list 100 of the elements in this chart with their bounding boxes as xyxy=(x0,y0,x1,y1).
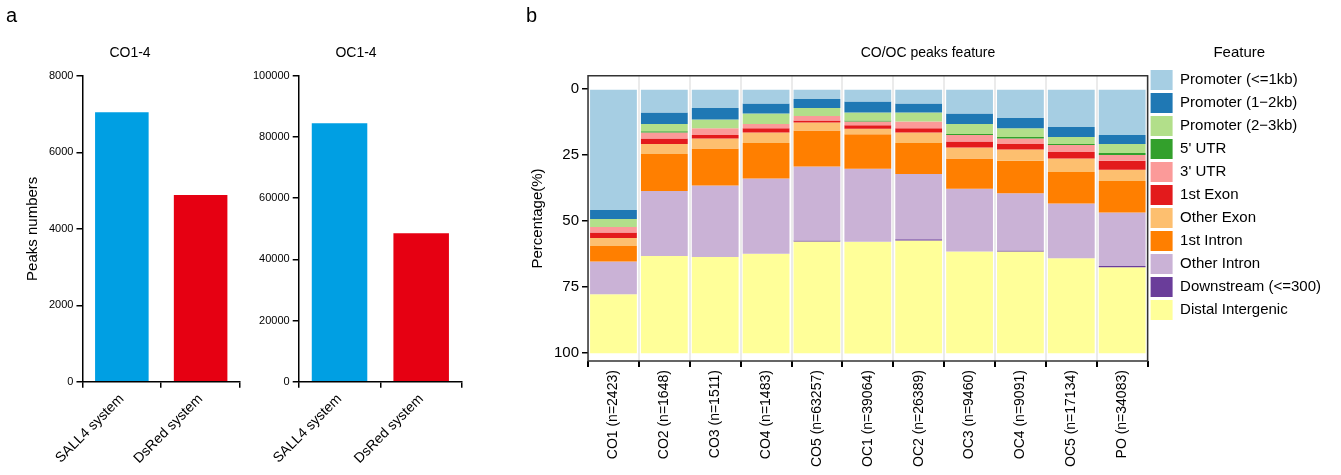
bar xyxy=(691,119,739,129)
bar xyxy=(640,143,688,154)
bar xyxy=(844,125,892,129)
bar xyxy=(895,128,943,133)
legend-label: 3' UTR xyxy=(1180,162,1227,180)
bar xyxy=(1098,152,1146,156)
bar xyxy=(844,134,892,169)
y-tick-label: 0 xyxy=(570,79,580,97)
y-tick-label: 75 xyxy=(562,277,580,295)
bar xyxy=(997,138,1044,144)
legend-label: 5' UTR xyxy=(1180,139,1227,157)
y-tick-label: 60000 xyxy=(259,191,290,204)
bar xyxy=(793,99,841,109)
bar xyxy=(844,241,892,354)
bar xyxy=(946,147,993,159)
bar xyxy=(997,251,1044,354)
x-tick-label: CO4 (n=1483) xyxy=(756,370,773,460)
legend-label: Other Intron xyxy=(1180,254,1261,272)
bar xyxy=(1047,137,1095,144)
bar xyxy=(946,188,993,252)
x-tick-label: OC2 (n=26389) xyxy=(909,370,926,468)
bar xyxy=(640,89,688,113)
bar xyxy=(1047,127,1095,138)
text: a xyxy=(6,4,18,27)
y-tick-label: 2000 xyxy=(48,298,74,311)
bar xyxy=(1047,151,1095,159)
bar xyxy=(793,108,841,116)
bar xyxy=(742,113,790,124)
bar xyxy=(742,103,790,114)
legend-label: Promoter (2−3kb) xyxy=(1180,116,1298,134)
bar xyxy=(640,255,688,354)
bar xyxy=(742,178,790,254)
bar xyxy=(844,168,892,242)
bar xyxy=(946,134,993,142)
x-tick-label: CO5 (n=63257) xyxy=(807,370,824,468)
bar xyxy=(997,149,1044,161)
legend-label: Distal Intergenic xyxy=(1180,300,1289,318)
y-axis-title: Peaks numbers xyxy=(23,176,41,281)
x-tick-label: PO (n=34083) xyxy=(1113,370,1130,459)
y-tick-label: 100 xyxy=(554,343,580,361)
y-tick-label: 8000 xyxy=(48,68,74,81)
bar xyxy=(793,166,841,241)
bar xyxy=(895,142,943,175)
bar xyxy=(1047,158,1095,172)
y-tick-label: 0 xyxy=(283,374,290,387)
bar xyxy=(1047,258,1095,354)
bar xyxy=(691,148,739,186)
bar xyxy=(793,120,841,123)
bar xyxy=(742,142,790,179)
bar xyxy=(1047,89,1095,128)
bar xyxy=(590,238,637,246)
x-tick-label: OC3 (n=9460) xyxy=(960,370,977,460)
y-tick-label: 0 xyxy=(67,374,74,387)
bar xyxy=(691,257,739,354)
bar xyxy=(895,240,943,354)
bar xyxy=(997,128,1044,138)
bar xyxy=(1098,169,1146,181)
bar xyxy=(590,294,637,354)
legend-label: 1st Intron xyxy=(1180,231,1243,249)
bar xyxy=(1098,143,1146,153)
y-tick-label: 100000 xyxy=(252,68,290,81)
bar xyxy=(691,138,739,149)
x-tick-label: OC5 (n=17134) xyxy=(1062,370,1079,468)
bar xyxy=(997,193,1044,251)
bar xyxy=(997,143,1044,150)
bar xyxy=(946,89,993,114)
x-tick-label: CO2 (n=1648) xyxy=(655,370,672,460)
bar xyxy=(590,261,637,295)
bar xyxy=(691,89,739,109)
bar xyxy=(946,123,993,134)
x-tick-label: CO1 (n=2423) xyxy=(604,370,621,460)
bar xyxy=(640,123,688,132)
legend-label: 1st Exon xyxy=(1180,185,1239,203)
chart-title: CO/OC peaks feature xyxy=(860,44,996,61)
y-tick-label: 20000 xyxy=(259,313,290,326)
bar xyxy=(640,154,688,191)
bar xyxy=(844,101,892,113)
legend-title: Feature xyxy=(1213,42,1266,60)
bar xyxy=(742,128,790,133)
bar xyxy=(1098,134,1146,144)
bar xyxy=(1098,155,1146,161)
bar xyxy=(793,89,841,100)
bar xyxy=(742,253,790,354)
bar xyxy=(946,251,993,354)
bar xyxy=(997,118,1044,129)
bar xyxy=(590,226,637,233)
bar xyxy=(742,89,790,104)
legend-label: Downstream (<=300) xyxy=(1180,277,1322,295)
bar xyxy=(895,132,943,143)
bar xyxy=(946,113,993,124)
bar xyxy=(1098,89,1146,135)
bar xyxy=(895,103,943,113)
x-tick-label: CO3 (n=1511) xyxy=(706,370,723,459)
bar xyxy=(895,89,943,104)
bar xyxy=(590,218,637,227)
bar xyxy=(691,128,739,135)
bar xyxy=(590,210,637,219)
bar xyxy=(895,174,943,240)
bar xyxy=(640,138,688,144)
bar xyxy=(1047,171,1095,204)
